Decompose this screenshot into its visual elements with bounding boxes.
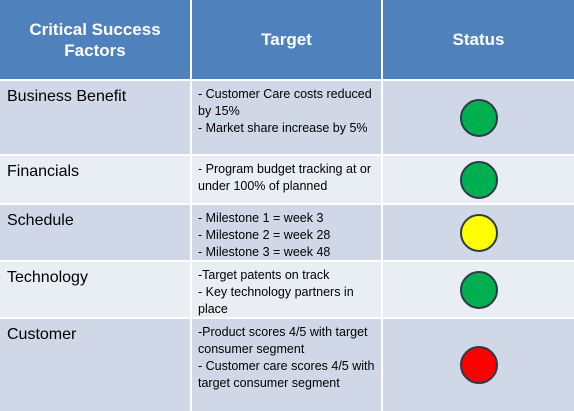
target-line: - Customer Care costs reduced by 15% bbox=[198, 87, 372, 118]
status-yellow-indicator bbox=[459, 213, 498, 252]
target-cell: - Program budget tracking at or under 10… bbox=[192, 156, 381, 203]
target-line: - Program budget tracking at or under 10… bbox=[198, 162, 371, 193]
status-green-indicator bbox=[459, 270, 498, 309]
target-line: - Milestone 2 = week 28 bbox=[198, 228, 331, 242]
status-cell bbox=[383, 262, 574, 317]
target-cell: -Product scores 4/5 with target consumer… bbox=[192, 319, 381, 411]
target-line: -Product scores 4/5 with target consumer… bbox=[198, 325, 368, 356]
target-line: - Market share increase by 5% bbox=[198, 121, 368, 135]
factor-cell: Customer bbox=[7, 326, 77, 343]
table-row: Schedule - Milestone 1 = week 3- Mileston… bbox=[0, 205, 574, 260]
column-divider bbox=[190, 0, 192, 411]
header-status: Status bbox=[383, 0, 574, 79]
factor-cell: Business Benefit bbox=[7, 88, 127, 105]
target-line: -Target patents on track bbox=[198, 268, 330, 282]
status-green-indicator bbox=[459, 160, 498, 199]
target-line: - Customer care scores 4/5 with target c… bbox=[198, 359, 375, 390]
target-cell: -Target patents on track - Key technology… bbox=[192, 262, 381, 317]
status-red-indicator bbox=[459, 346, 498, 384]
factor-cell: Financials bbox=[7, 163, 80, 180]
header-factors: Critical Success Factors bbox=[0, 0, 190, 79]
factor-cell: Technology bbox=[7, 269, 88, 286]
factor-cell: Schedule bbox=[7, 212, 74, 229]
target-line: - Key technology partners in place bbox=[198, 285, 354, 316]
status-cell bbox=[383, 156, 574, 203]
table-row: Financials - Program budget tracking at o… bbox=[0, 156, 574, 203]
header-target: Target bbox=[192, 0, 381, 79]
status-cell bbox=[383, 319, 574, 411]
table-row: Technology -Target patents on track - Key … bbox=[0, 262, 574, 317]
table-row: Business Benefit - Customer Care costs re… bbox=[0, 81, 574, 154]
status-cell bbox=[383, 81, 574, 154]
status-cell bbox=[383, 205, 574, 260]
target-cell: - Customer Care costs reduced by 15% - Ma… bbox=[192, 81, 381, 154]
table-row: Customer -Product scores 4/5 with target … bbox=[0, 319, 574, 411]
column-divider bbox=[381, 0, 383, 411]
status-green-indicator bbox=[459, 98, 498, 137]
target-line: - Milestone 3 = week 48 bbox=[198, 245, 331, 259]
target-line: - Milestone 1 = week 3 bbox=[198, 211, 324, 225]
target-cell: - Milestone 1 = week 3 - Milestone 2 = we… bbox=[192, 205, 381, 260]
